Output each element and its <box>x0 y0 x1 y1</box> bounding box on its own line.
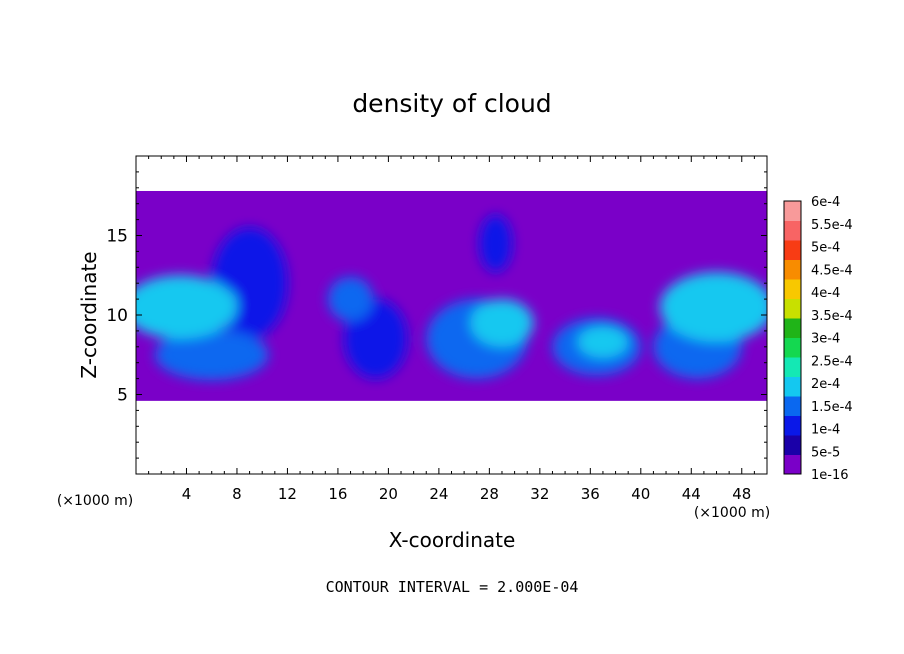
x-axis-label: X-coordinate <box>389 528 516 552</box>
chart-title: density of cloud <box>352 89 551 118</box>
cloud-feature <box>479 214 513 273</box>
cloud-feature <box>161 283 237 322</box>
colorbar-frame <box>783 200 802 475</box>
x-tick-label: 20 <box>379 485 398 503</box>
colorbar-label: 2.5e-4 <box>811 354 853 369</box>
x-tick-label: 12 <box>278 485 297 503</box>
cloud-feature <box>327 276 374 322</box>
x-unit-left: (×1000 m) <box>57 493 133 509</box>
colorbar-swatch <box>784 220 801 241</box>
x-unit-right: (×1000 m) <box>694 505 770 521</box>
x-tick-label: 28 <box>480 485 499 503</box>
colorbar-label: 1e-16 <box>811 468 849 483</box>
colorbar-swatch <box>784 279 801 299</box>
x-tick-label: 48 <box>732 485 751 503</box>
colorbar-swatch <box>784 240 801 260</box>
colorbar-swatch <box>784 259 801 280</box>
colorbar-label: 1.5e-4 <box>811 400 853 415</box>
y-tick-label: 15 <box>106 227 128 247</box>
colorbar-swatch <box>784 337 801 358</box>
colorbar-swatch <box>784 454 801 475</box>
cloud-feature <box>577 326 629 358</box>
colorbar-swatch <box>784 298 801 319</box>
y-axis-label: Z-coordinate <box>77 251 101 378</box>
colorbar-swatch <box>784 396 801 416</box>
x-axis-ticks: 4 8 12 16 20 24 28 32 36 40 44 48 <box>148 156 755 503</box>
colorbar-label: 3e-4 <box>811 332 840 347</box>
x-tick-label: 40 <box>631 485 650 503</box>
colorbar-label: 5.5e-4 <box>811 218 853 233</box>
colorbar-label: 5e-4 <box>811 241 840 256</box>
cloud-blobs <box>136 214 767 381</box>
y-tick-label: 10 <box>106 306 128 326</box>
cloud-feature <box>659 272 767 343</box>
colorbar-label: 2e-4 <box>811 377 840 392</box>
x-tick-label: 36 <box>581 485 600 503</box>
cloud-feature <box>470 299 534 347</box>
colorbar-label: 1e-4 <box>811 423 840 438</box>
colorbar-label: 6e-4 <box>811 195 840 210</box>
x-tick-label: 4 <box>182 485 192 503</box>
contour-interval-footer: CONTOUR INTERVAL = 2.000E-04 <box>326 578 579 596</box>
x-tick-label: 32 <box>530 485 549 503</box>
colorbar-swatch <box>784 357 801 377</box>
cloud-density-field <box>136 190 767 401</box>
colorbar-label: 4e-4 <box>811 286 840 301</box>
colorbar-label: 3.5e-4 <box>811 309 853 324</box>
colorbar-swatch <box>784 435 801 455</box>
x-tick-label: 8 <box>232 485 242 503</box>
y-axis-ticks: 5 10 15 <box>106 171 767 459</box>
colorbar-swatch <box>784 415 801 436</box>
cloud-feature <box>154 329 269 381</box>
x-tick-label: 44 <box>682 485 701 503</box>
x-tick-label: 24 <box>429 485 448 503</box>
colorbar-label: 4.5e-4 <box>811 263 853 278</box>
y-tick-label: 5 <box>117 386 128 406</box>
x-tick-label: 16 <box>328 485 347 503</box>
colorbar-swatch <box>784 318 801 338</box>
colorbar-swatch <box>784 376 801 397</box>
colorbar-swatch <box>784 201 801 221</box>
colorbar: 1e-16 5e-5 1e-4 1.5e-4 2e-4 2.5e-4 3e-4 3.5e-4 4… <box>783 195 853 483</box>
colorbar-label: 5e-5 <box>811 445 840 460</box>
